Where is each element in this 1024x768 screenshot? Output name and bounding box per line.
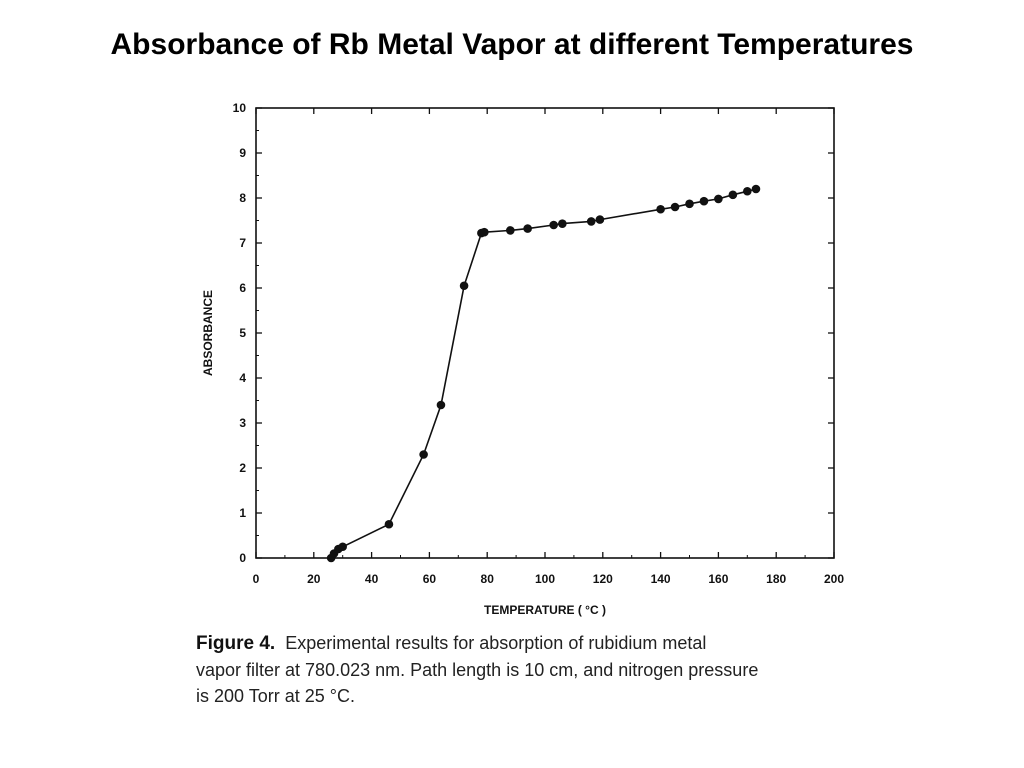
data-point [751,184,761,194]
y-tick-label: 2 [239,461,246,475]
data-point [436,400,446,410]
data-point [699,196,709,206]
y-tick-label: 6 [239,281,246,295]
data-point [728,190,738,200]
plot-frame [255,107,835,559]
data-points-layer [326,184,761,563]
data-point [384,519,394,529]
data-point [656,204,665,214]
data-point [586,217,596,226]
data-point [685,199,694,209]
data-point [670,202,680,212]
slide-title: Absorbance of Rb Metal Vapor at differen… [110,28,914,61]
x-axis-label: TEMPERATURE ( °C ) [484,603,606,617]
caption-line: vapor filter at 780.023 nm. Path length … [196,660,759,680]
y-tick-label: 4 [239,371,246,385]
y-tick-label: 8 [239,191,246,205]
axes [255,107,835,559]
x-tick-label: 60 [423,572,437,586]
y-tick-label: 3 [239,416,246,430]
figure-label: Figure 4. [196,633,276,654]
figure-caption: Figure 4. Experimental results for absorp… [196,630,856,709]
data-point [480,227,489,237]
x-tick-label: 0 [253,572,260,586]
y-tick-label: 5 [239,326,246,340]
caption-line: Figure 4. Experimental results for absorp… [196,630,856,657]
axis-ticks: 0 20 40 60 80 100 120 140 160 180 200 0 1 2 3 4 5 6 7 8 9 10 [233,101,845,586]
y-axis-label: ABSORBANCE [201,290,215,376]
data-point [743,186,752,196]
caption-line: is 200 Torr at 25 °C. [196,686,355,706]
y-tick-label: 0 [239,551,246,565]
x-tick-label: 160 [708,572,728,586]
data-point [419,450,428,459]
x-tick-label: 80 [481,572,495,586]
x-tick-label: 200 [824,572,844,586]
data-point [595,215,605,224]
y-tick-label: 7 [239,236,246,250]
data-point [558,219,567,228]
x-tick-label: 180 [766,572,786,586]
data-point [506,226,515,235]
data-point [338,542,348,552]
y-tick-label: 10 [233,101,247,115]
data-point [714,194,723,204]
y-tick-label: 1 [239,506,246,520]
series-line [330,188,757,559]
x-tick-label: 100 [535,572,555,586]
caption-text: Experimental results for absorption of r… [285,633,707,653]
x-tick-label: 140 [651,572,671,586]
y-tick-label: 9 [239,146,246,160]
x-tick-label: 20 [307,572,321,586]
x-tick-label: 40 [365,572,379,586]
data-line-layer [330,188,757,559]
x-tick-label: 120 [593,572,613,586]
data-point [523,224,532,233]
data-point [459,281,469,291]
data-point [549,220,558,230]
